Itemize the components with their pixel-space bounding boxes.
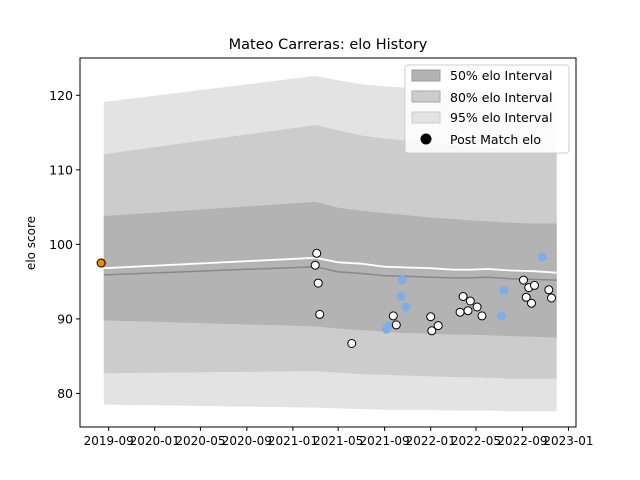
series-line-2	[103, 265, 557, 281]
legend-box	[404, 64, 570, 154]
x-tick-label: 2022-05	[451, 434, 501, 448]
post-match-point	[465, 296, 475, 306]
post-match-point	[96, 258, 106, 268]
legend: 50% elo Interval 80% elo Interval 95% el…	[404, 64, 570, 154]
post-match-point	[391, 320, 401, 330]
x-axis: 2019-092020-012020-052020-092021-012021-…	[84, 427, 594, 448]
post-match-point	[463, 306, 473, 316]
highlight-point	[397, 275, 407, 285]
legend-label-50: 50% elo Interval	[450, 68, 552, 83]
post-match-point	[472, 302, 482, 312]
y-tick-label: 110	[49, 162, 73, 177]
x-tick-label: 2022-09	[497, 434, 547, 448]
legend-swatch-50	[411, 69, 441, 82]
post-match-point	[527, 298, 536, 308]
post-match-point	[458, 292, 468, 301]
highlight-point	[396, 292, 406, 301]
confidence-bands	[103, 75, 557, 412]
x-tick-label: 2022-01	[406, 434, 456, 448]
highlight-point	[384, 321, 394, 331]
highlight-point	[401, 302, 411, 312]
post-match-point	[427, 326, 437, 336]
highlight-point	[496, 311, 506, 321]
post-match-point	[315, 309, 325, 319]
legend-label-95: 95% elo Interval	[450, 110, 552, 125]
x-tick-label: 2023-01	[543, 434, 593, 448]
post-match-point	[313, 278, 323, 288]
legend-label-post-match: Post Match elo	[450, 132, 541, 147]
match-points	[96, 248, 556, 348]
y-tick-label: 80	[57, 386, 73, 401]
post-match-point	[477, 311, 487, 321]
post-match-point	[521, 292, 531, 302]
y-axis-label: elo score	[24, 216, 38, 270]
legend-marker-post-match	[420, 133, 432, 145]
chart-title: Mateo Carreras: elo History	[229, 37, 428, 53]
post-match-point	[310, 260, 320, 270]
series-line-1	[103, 256, 557, 274]
legend-swatch-80	[411, 90, 441, 103]
post-match-point	[547, 293, 556, 303]
post-match-point	[426, 312, 436, 322]
legend-swatch-95	[411, 111, 441, 124]
highlight-point	[537, 252, 547, 262]
x-tick-label: 2021-05	[313, 434, 363, 448]
y-tick-label: 100	[49, 237, 73, 252]
y-axis: 80 90 100 110 120	[49, 88, 80, 401]
x-tick-label: 2021-09	[360, 434, 410, 448]
x-tick-label: 2020-09	[222, 434, 272, 448]
post-match-point	[455, 307, 465, 317]
y-tick-label: 120	[49, 88, 73, 103]
highlight-point	[499, 286, 509, 296]
elo-lines	[103, 256, 557, 281]
post-match-point	[530, 280, 539, 290]
x-tick-label: 2021-01	[268, 434, 318, 448]
post-match-point	[544, 285, 554, 295]
post-match-point	[347, 339, 357, 348]
x-tick-label: 2020-01	[130, 434, 180, 448]
post-match-point	[388, 311, 398, 321]
post-match-point	[312, 248, 322, 258]
y-tick-label: 90	[57, 311, 73, 326]
legend-label-80: 80% elo Interval	[450, 90, 552, 105]
post-match-point	[519, 275, 528, 285]
x-tick-label: 2020-05	[175, 434, 225, 448]
plot-frame	[79, 57, 577, 428]
plot-area	[96, 75, 557, 412]
post-match-point	[433, 321, 443, 331]
x-tick-label: 2019-09	[84, 434, 134, 448]
